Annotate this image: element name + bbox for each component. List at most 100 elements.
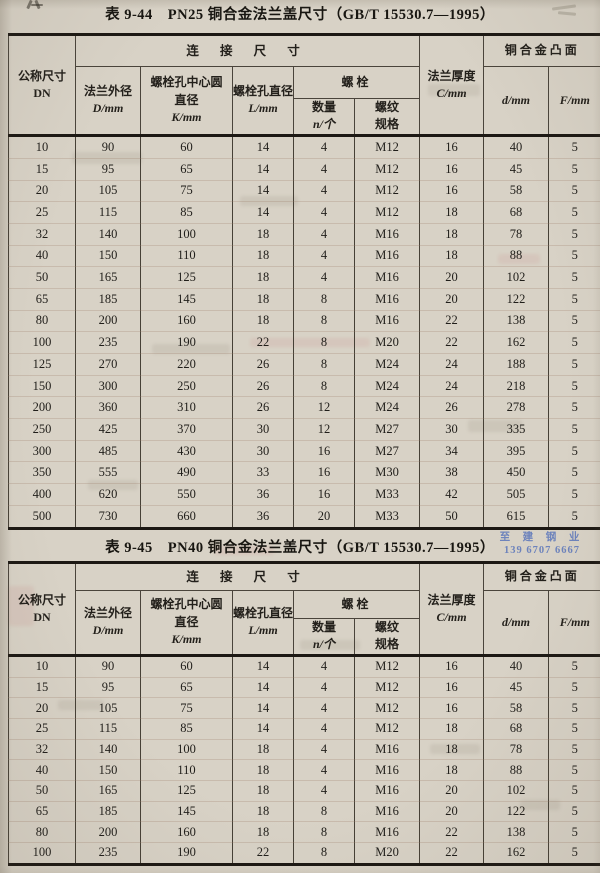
table-row: 40 150 110 18 4 M16 18 88 5 (8, 759, 600, 782)
table-cell: M16 (353, 309, 421, 333)
table-cell: 30 (232, 439, 294, 463)
table-cell: 5 (548, 676, 600, 699)
table-cell: 30 (232, 418, 294, 441)
table-cell: 45 (483, 157, 550, 181)
col-header-face-f: F/mm (548, 590, 600, 656)
col-dn-label: 公称尺寸 (17, 68, 66, 83)
table-cell: 65 (8, 287, 76, 311)
table-cell: 5 (548, 821, 600, 843)
table-cell: 5 (548, 179, 600, 203)
table-cell: 18 (232, 800, 294, 823)
table-cell: 78 (483, 738, 550, 761)
table-cell: 50 (419, 504, 485, 530)
table-cell: 22 (419, 331, 485, 355)
table-cell: 425 (75, 418, 141, 441)
table-cell: M16 (353, 738, 421, 761)
table-cell: 8 (293, 821, 355, 843)
table-cell: 26 (232, 374, 294, 398)
table-header: 公称尺寸 DN 连 接 尺 寸 法兰厚度 C/mm 铜合金凸面 法兰外径 D/m… (8, 34, 600, 136)
table-cell: 490 (140, 461, 233, 485)
table-cell: 85 (140, 718, 233, 740)
table-cell: 105 (75, 697, 141, 720)
col-thickness-label: 法兰厚度 (427, 68, 476, 83)
table-cell: 5 (548, 800, 600, 823)
table-cell: 620 (75, 483, 141, 506)
col-bolt-circle-label1: 螺栓孔中心圆 (150, 75, 223, 90)
table-row: 40 150 110 18 4 M16 18 88 5 (8, 244, 600, 268)
table-cell: 162 (483, 841, 550, 866)
col-thread-label1: 螺纹 (375, 100, 400, 114)
table-cell: M16 (353, 244, 421, 268)
table-cell: 8 (293, 309, 355, 333)
table-cell: 165 (75, 266, 141, 289)
table-row: 20 105 75 14 4 M12 16 58 5 (8, 697, 600, 720)
table-cell: 40 (8, 244, 76, 268)
table-cell: 125 (140, 266, 233, 289)
table-cell: 4 (293, 179, 355, 203)
table-cell: 18 (419, 201, 485, 224)
table-body: 10 90 60 14 4 M12 16 40 5 15 95 65 14 4 M12 16 45 5 20 105 7… (8, 654, 600, 866)
table-cell: 24 (419, 374, 485, 398)
table-cell: 12 (293, 418, 355, 441)
table-cell: 18 (232, 266, 294, 289)
table-cell: 26 (419, 396, 485, 420)
table-cell: 150 (75, 759, 141, 782)
table-cell: 16 (293, 439, 355, 463)
col-bolt-circle-symbol: K/mm (171, 110, 202, 125)
table-cell: 45 (483, 676, 550, 699)
table-cell: 5 (548, 504, 600, 530)
col-bolt-hole-label: 螺栓孔直径 (233, 606, 294, 620)
col-thickness-label: 法兰厚度 (427, 592, 476, 607)
table-cell: M12 (353, 654, 421, 678)
table-cell: 18 (232, 780, 294, 802)
table-cell: M16 (353, 780, 421, 802)
table-9-45: 公称尺寸 DN 连 接 尺 寸 法兰厚度 C/mm 铜合金凸面 法兰外径 D/m… (8, 561, 600, 866)
table-cell: 75 (140, 179, 233, 203)
table-cell: 68 (483, 718, 550, 740)
table-cell: 5 (548, 266, 600, 289)
col-thickness-symbol: C/mm (436, 609, 467, 624)
table-cell: 270 (75, 353, 141, 376)
table-cell: 18 (232, 821, 294, 843)
table-cell: M27 (353, 418, 421, 441)
table-cell: 660 (140, 504, 233, 530)
table-cell: 5 (548, 718, 600, 740)
table-cell: 16 (293, 461, 355, 485)
table-cell: 5 (548, 483, 600, 506)
table-cell: 200 (75, 821, 141, 843)
table-cell: 138 (483, 821, 550, 843)
table-cell: 5 (548, 287, 600, 311)
col-qty-label: 数量 (311, 100, 336, 114)
table-cell: 100 (8, 331, 76, 355)
table-cell: 16 (293, 483, 355, 506)
table-cell: 5 (548, 157, 600, 181)
table-cell: M16 (353, 821, 421, 843)
table-cell: 200 (75, 309, 141, 333)
table-cell: 450 (483, 461, 550, 485)
table-cell: 5 (548, 780, 600, 802)
table-cell: 14 (232, 179, 294, 203)
table-cell: 65 (140, 157, 233, 181)
table-cell: 20 (419, 800, 485, 823)
col-header-connect: 连 接 尺 寸 (74, 562, 421, 591)
table-cell: 4 (293, 759, 355, 782)
table-cell: 42 (419, 483, 485, 506)
col-header-face-f: F/mm (548, 66, 600, 136)
col-header-thickness: 法兰厚度 C/mm (419, 562, 485, 656)
table-cell: 5 (548, 396, 600, 420)
table-cell: 160 (140, 309, 233, 333)
table-cell: 88 (483, 759, 550, 782)
col-dn-symbol: DN (33, 609, 51, 624)
table-cell: M12 (353, 134, 421, 159)
table-cell: M33 (353, 483, 421, 506)
table-cell: 395 (483, 439, 550, 463)
table-cell: 8 (293, 841, 355, 866)
table-cell: 36 (232, 483, 294, 506)
table-cell: M27 (353, 439, 421, 463)
table-cell: 500 (8, 504, 76, 530)
table-cell: 68 (483, 201, 550, 224)
table-cell: 250 (8, 418, 76, 441)
table-cell: 125 (140, 780, 233, 802)
table-cell: 250 (140, 374, 233, 398)
table-cell: 145 (140, 800, 233, 823)
